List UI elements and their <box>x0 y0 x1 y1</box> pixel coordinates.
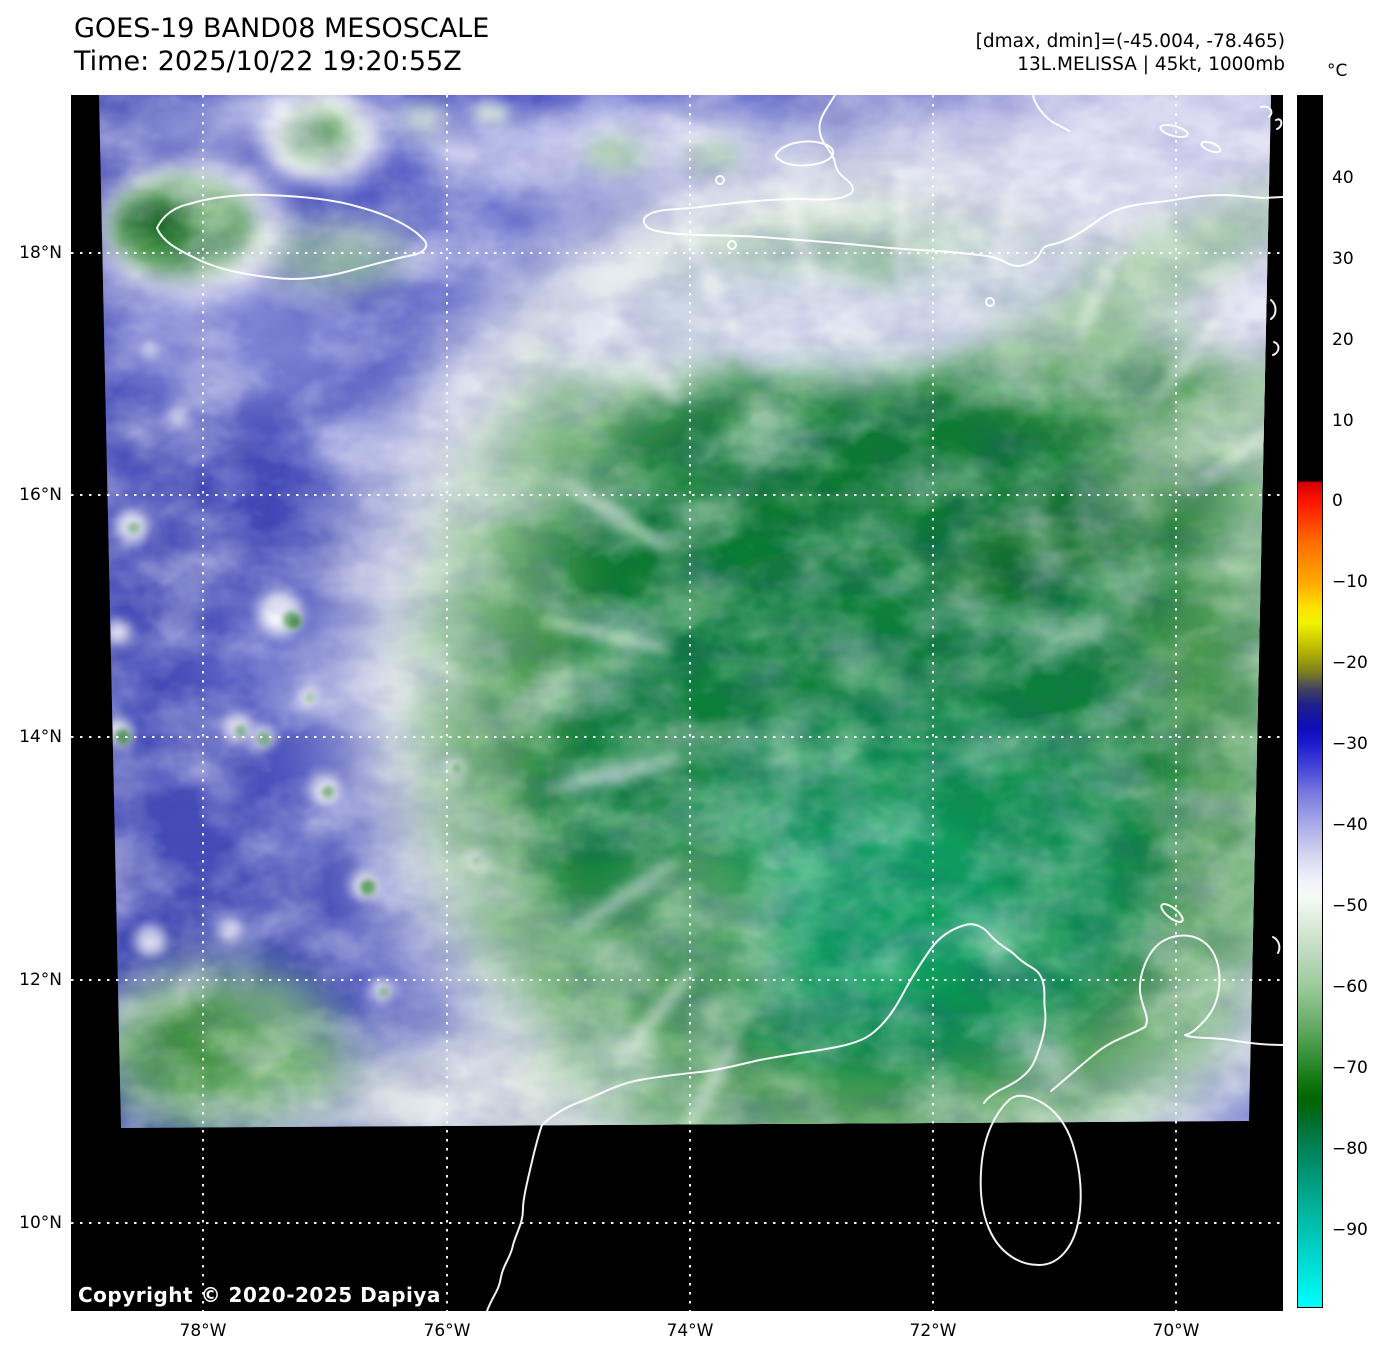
lon-tick-label: 72°W <box>909 1321 957 1341</box>
cloud-noise-dark <box>99 95 1271 1128</box>
image-title: GOES-19 BAND08 MESOSCALE Time: 2025/10/22… <box>74 12 489 78</box>
coast-fragment-east <box>1272 936 1281 954</box>
colorbar-tick-label: −30 <box>1332 734 1368 755</box>
colorbar-tick-label: −40 <box>1332 815 1368 836</box>
ile-a-vache-islet <box>727 240 737 250</box>
hispaniola-north-coast <box>1032 95 1070 132</box>
map-plot-area: Copyright © 2020-2025 Dapiya <box>71 95 1283 1311</box>
colorbar-tick-label: 0 <box>1332 491 1343 512</box>
colorbar-unit-label: °C <box>1327 61 1348 81</box>
curacao-island <box>1160 903 1184 923</box>
lon-tick-label: 78°W <box>179 1321 227 1341</box>
beata-islet <box>985 297 995 307</box>
colorbar-tick-label: 30 <box>1332 248 1354 269</box>
colorbar-tick-label: 10 <box>1332 410 1354 431</box>
coastlines <box>156 95 1283 1311</box>
lon-tick-label: 74°W <box>666 1321 714 1341</box>
coast-fragment-e1 <box>1275 118 1283 130</box>
cayemites-islet <box>715 175 725 185</box>
lat-lon-gridlines <box>71 95 1283 1311</box>
colorbar-tick-label: −60 <box>1332 977 1368 998</box>
south-america-coastline <box>486 923 1047 1311</box>
lon-tick-label: 70°W <box>1152 1321 1200 1341</box>
lat-tick-label: 18°N <box>19 243 62 263</box>
lake-maracaibo <box>979 1094 1082 1266</box>
colorbar-tick-label: −10 <box>1332 572 1368 593</box>
storm-metadata: [dmax, dmin]=(-45.004, -78.465) 13L.MELIS… <box>976 30 1285 76</box>
satellite-imagery-canvas <box>71 95 1283 1311</box>
colorbar-tick-label: −70 <box>1332 1058 1368 1079</box>
coast-fragment-e3 <box>1272 341 1280 356</box>
temperature-colorbar <box>1297 95 1323 1308</box>
jamaica-coastline <box>156 193 428 281</box>
lat-tick-label: 14°N <box>19 727 62 747</box>
lon-tick-label: 76°W <box>423 1321 471 1341</box>
lat-tick-label: 10°N <box>19 1213 62 1233</box>
lat-tick-label: 16°N <box>19 485 62 505</box>
colorbar-tick-label: −90 <box>1332 1220 1368 1241</box>
turks-islet-2 <box>1200 140 1222 154</box>
title-line2: Time: 2025/10/22 19:20:55Z <box>74 46 462 77</box>
colorbar-tick-label: −20 <box>1332 653 1368 674</box>
storm-id-intensity: 13L.MELISSA | 45kt, 1000mb <box>1017 54 1285 75</box>
colorbar-tick-label: 40 <box>1332 167 1354 188</box>
colorbar-tick-label: 20 <box>1332 329 1354 350</box>
turks-islet-1 <box>1159 123 1189 139</box>
dmax-dmin-value: [dmax, dmin]=(-45.004, -78.465) <box>975 31 1285 52</box>
coast-fragment-ne <box>1260 105 1273 118</box>
lat-tick-label: 12°N <box>19 970 62 990</box>
colorbar-tick-label: −80 <box>1332 1139 1368 1160</box>
venezuela-coastline <box>1050 934 1283 1092</box>
gonave-island <box>774 140 835 167</box>
copyright-watermark: Copyright © 2020-2025 Dapiya <box>78 1283 441 1307</box>
coast-fragment-e2 <box>1270 299 1277 320</box>
colorbar-tick-label: −50 <box>1332 896 1368 917</box>
satellite-swath <box>99 95 1271 1128</box>
title-line1: GOES-19 BAND08 MESOSCALE <box>74 13 490 44</box>
hispaniola-coastline <box>642 95 1283 267</box>
